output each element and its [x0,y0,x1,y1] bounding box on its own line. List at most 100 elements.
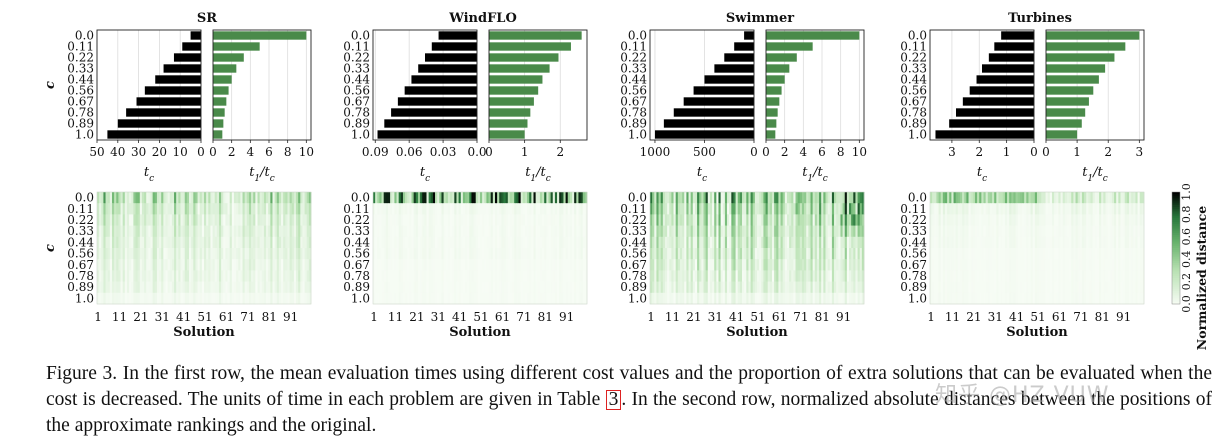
heatmap-cell [439,203,442,215]
heatmap-cell [737,281,741,294]
heatmap-cell [289,259,293,271]
heatmap-cell [497,259,500,271]
heatmap-cell [970,236,974,249]
heatmap-cell [210,236,213,249]
heatmap-cell [1124,203,1128,215]
heatmap-cell [204,248,207,260]
heatmap-cell [1109,192,1113,204]
heatmap-cell [514,259,517,271]
heatmap-cell [707,236,711,249]
heatmap-cell [1011,203,1014,215]
y-tick-label: 0.0 [908,29,927,43]
heatmap-cell [1092,259,1096,271]
heatmap-cell [709,192,713,204]
heatmap-cell [124,192,128,204]
heatmap-cell [825,214,828,226]
heatmap-cell [703,292,706,305]
x-tick-label: 2 [1104,145,1112,159]
heatmap-cell [682,259,685,271]
heatmap-cell [539,270,543,282]
heatmap-cell [1071,281,1074,294]
heatmap-cell [667,259,670,271]
heatmap-cell [727,225,730,238]
heatmap-cell [377,214,380,226]
heatmap-cell [930,292,933,305]
heatmap-cell [99,214,102,226]
heatmap-cell [861,214,865,226]
heatmap-cell [195,236,198,249]
heatmap-cell [281,281,284,294]
heatmap-cell [746,259,749,271]
heatmap-cell [677,236,681,249]
heatmap-cell [565,281,569,294]
heatmap-cell [176,281,179,294]
y-tick-label: 0.11 [67,40,94,54]
heatmap-cell [761,292,764,305]
heatmap-cell [99,225,102,238]
heatmap-cell [673,292,677,305]
heatmap-cell [574,248,577,260]
heatmap-cell [819,225,822,238]
heatmap-cell [940,259,944,271]
heatmap-cell [240,203,243,215]
heatmap-cell [417,259,421,271]
heatmap-cell [793,259,796,271]
heatmap-cell [417,203,421,215]
heatmap-cell [1105,281,1108,294]
heatmap-cell [546,225,549,238]
heatmap-cell [422,248,425,260]
heatmap-cell [1069,281,1072,294]
heatmap-cell [550,203,554,215]
x-tick-label: 21 [966,310,981,324]
heatmap-cell [559,225,562,238]
heatmap-cell [983,259,986,271]
heatmap-cell [1024,292,1027,305]
heatmap-cell [144,236,147,249]
heatmap-cell [129,270,132,282]
table-reference-link[interactable]: 3 [605,390,622,410]
heatmap-cell [392,281,395,294]
heatmap-cell [1049,214,1053,226]
heatmap-cell [1037,225,1040,238]
heatmap-cell [156,203,160,215]
heatmap-cell [548,214,551,226]
y-tick-label: 0.44 [67,235,94,249]
y-tick-label: 0.44 [620,73,647,87]
heatmap-cell [180,259,183,271]
heatmap-cell [994,292,997,305]
heatmap-cell [731,292,734,305]
heatmap-cell [229,236,233,249]
heatmap-cell [216,270,220,282]
heatmap-cell [998,248,1001,260]
heatmap-cell [156,292,160,305]
heatmap-cell [1079,270,1083,282]
heatmap-cell [1039,259,1042,271]
heatmap-cell [377,225,380,238]
heatmap-cell [662,214,666,226]
heatmap-cell [251,214,254,226]
heatmap-cell [574,259,577,271]
heatmap-cell [512,259,515,271]
heatmap-cell [263,214,267,226]
heatmap-cell [1019,281,1023,294]
heatmap-cell [1122,259,1126,271]
heatmap-cell [193,281,196,294]
heatmap-cell [825,259,828,271]
heatmap-cell [842,192,846,204]
heatmap-cell [518,259,522,271]
heatmap-cell [1013,203,1016,215]
heatmap-cell [938,203,942,215]
heatmap-cell [827,225,831,238]
heatmap-cell [1103,292,1106,305]
heatmap-cell [656,225,659,238]
colorbar-segment [1172,287,1180,290]
heatmap-cell [1129,214,1132,226]
heatmap-cell [124,281,128,294]
colorbar-segment [1172,242,1180,245]
heatmap-cell [1047,292,1051,305]
heatmap-cell [942,270,946,282]
heatmap-cell [169,225,173,238]
heatmap-cell [233,214,237,226]
heatmap-cell [229,248,233,260]
heatmap-cell [1077,292,1081,305]
